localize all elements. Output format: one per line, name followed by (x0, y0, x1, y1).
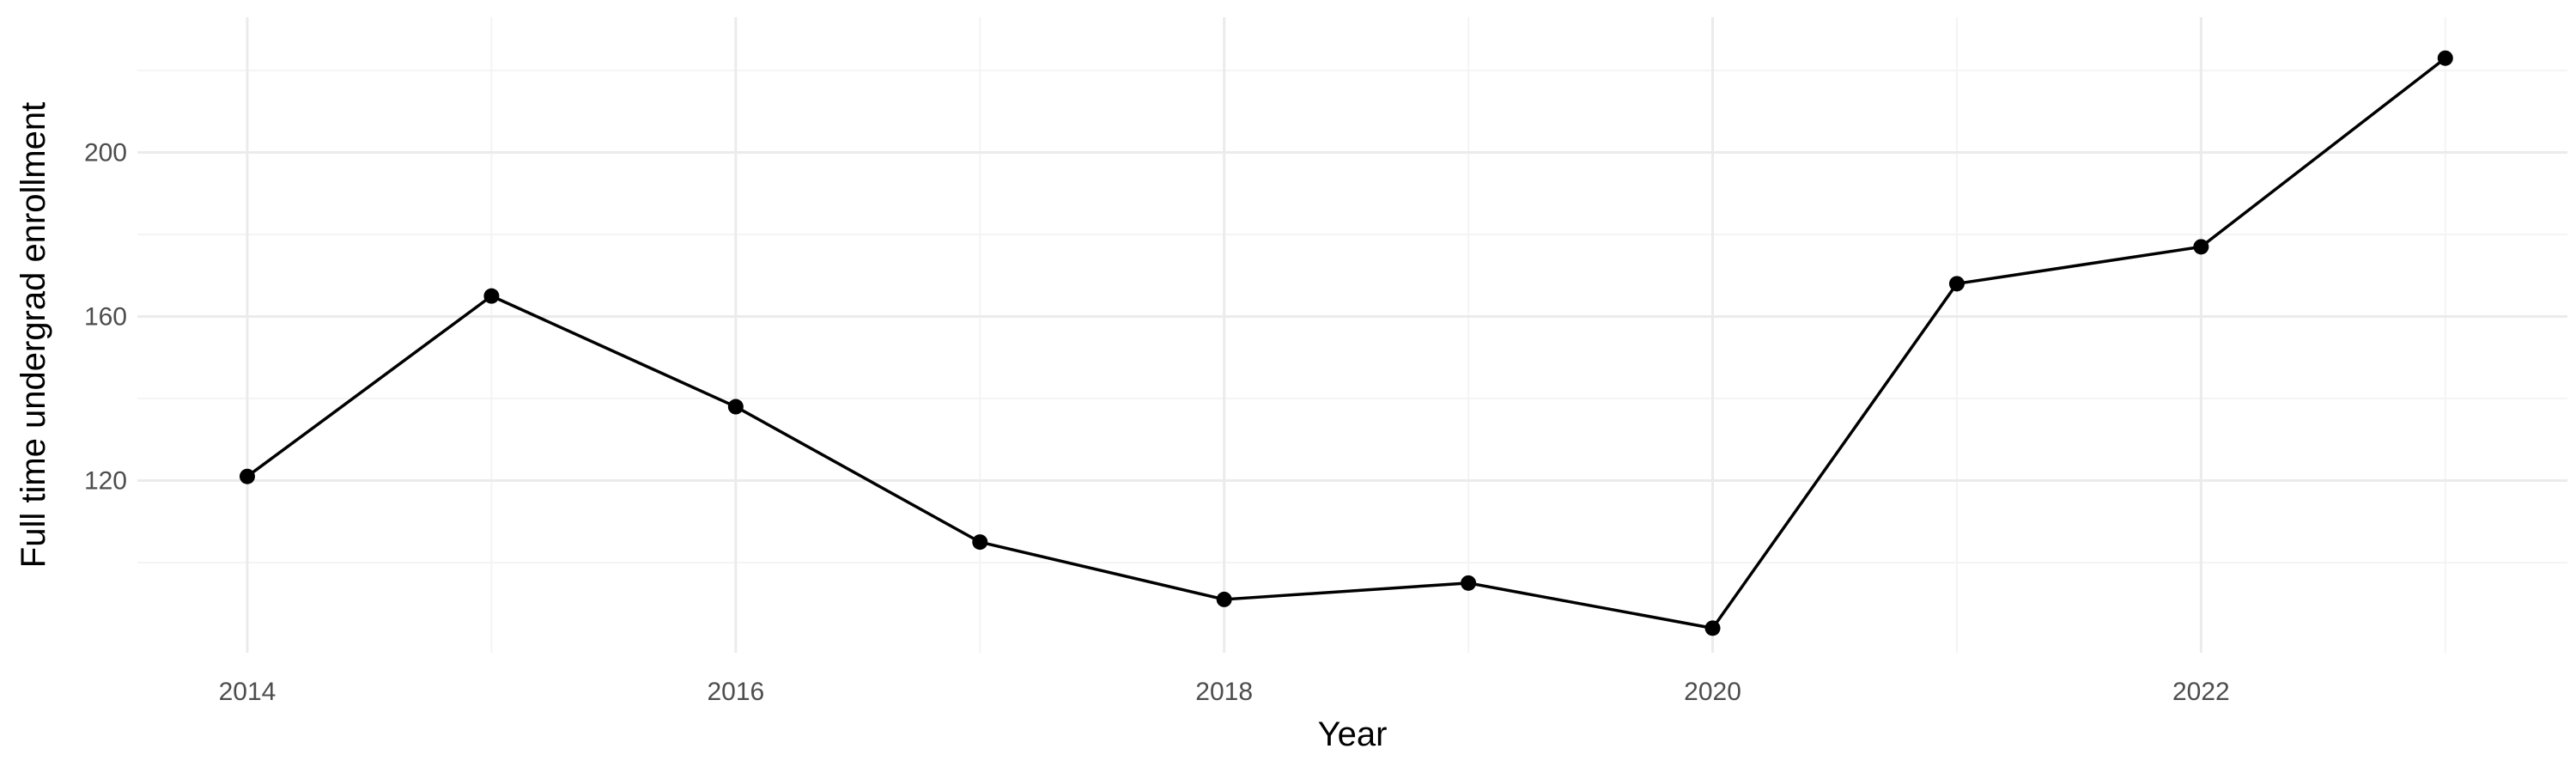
data-point (483, 288, 500, 304)
x-tick-label: 2018 (1195, 678, 1253, 706)
data-point (1948, 276, 1965, 292)
x-tick-label: 2016 (707, 678, 764, 706)
data-point (239, 468, 255, 484)
data-point (1216, 591, 1232, 607)
y-tick-label: 160 (84, 303, 127, 332)
major-gridlines (137, 17, 2567, 653)
series-enrollment (239, 50, 2453, 636)
tick-labels: 2014 2016 2018 2020 2022 120 160 200 (84, 139, 2230, 706)
series-line (246, 57, 2446, 630)
data-point (2193, 239, 2209, 255)
data-point (2437, 50, 2453, 66)
data-point (972, 534, 988, 551)
y-tick-label: 120 (84, 466, 127, 495)
x-axis-title: Year (1318, 715, 1388, 753)
x-tick-label: 2022 (2172, 678, 2230, 706)
data-point (1704, 620, 1721, 636)
minor-gridlines (137, 17, 2567, 653)
x-tick-label: 2014 (219, 678, 276, 706)
data-point (727, 399, 744, 415)
y-axis-title: Full time undergrad enrollment (15, 102, 52, 568)
data-point (1461, 575, 1477, 591)
x-tick-label: 2020 (1684, 678, 1741, 706)
y-tick-label: 200 (84, 139, 127, 167)
